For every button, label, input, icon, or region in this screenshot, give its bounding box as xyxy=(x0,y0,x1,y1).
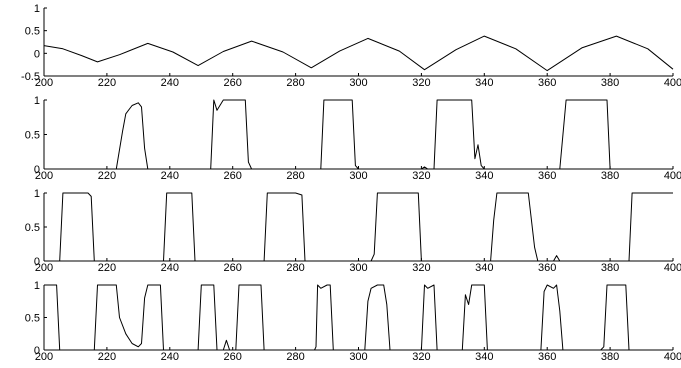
x-tick-label: 200 xyxy=(35,262,53,274)
x-tick-label: 360 xyxy=(538,170,556,182)
y-tick-label: 0.5 xyxy=(25,222,40,234)
y-tick-label: 0 xyxy=(34,164,40,176)
y-tick-label: 0 xyxy=(34,345,40,357)
subplot-3: 200 220 240 260 280 300 320 340 360 380 400 0 0.5 1 xyxy=(25,188,681,274)
x-tick-label: 260 xyxy=(224,77,242,89)
x-tick-label: 400 xyxy=(664,77,681,89)
x-tick-label: 300 xyxy=(349,170,367,182)
x-tick-label: 360 xyxy=(538,351,556,363)
x-tick-label: 320 xyxy=(412,262,430,274)
x-tick-label: 240 xyxy=(161,170,179,182)
x-tick-label: 320 xyxy=(412,351,430,363)
x-tick-label: 240 xyxy=(161,351,179,363)
series-line-2 xyxy=(44,99,673,170)
x-tick-label: 220 xyxy=(98,262,116,274)
x-tick-label: 400 xyxy=(664,170,681,182)
x-tick-label: 360 xyxy=(538,262,556,274)
y-tick-label: -0.5 xyxy=(21,71,40,83)
x-tick-label: 220 xyxy=(98,170,116,182)
y-tick-label: 0 xyxy=(34,48,40,60)
x-tick-label: 380 xyxy=(601,262,619,274)
subplot-4: 200 220 240 260 280 300 320 340 360 380 400 0 0.5 1 xyxy=(25,280,681,363)
series-line-4 xyxy=(44,284,673,351)
x-tick-label: 280 xyxy=(286,351,304,363)
y-tick-label: 0.5 xyxy=(25,313,40,325)
x-tick-label: 340 xyxy=(475,170,493,182)
x-tick-label: 240 xyxy=(161,262,179,274)
series-line-1 xyxy=(43,35,674,72)
y-tick-label: 1 xyxy=(34,280,40,292)
y-tick-label: 0 xyxy=(34,256,40,268)
x-tick-label: 400 xyxy=(664,351,681,363)
x-tick-label: 340 xyxy=(475,351,493,363)
series-line-3 xyxy=(44,192,673,262)
x-tick-label: 220 xyxy=(98,77,116,89)
subplot-2: 200 220 240 260 280 300 320 340 360 380 400 0 0.5 1 xyxy=(25,95,681,182)
x-tick-label: 400 xyxy=(664,262,681,274)
x-tick-label: 300 xyxy=(349,351,367,363)
x-tick-label: 220 xyxy=(98,351,116,363)
y-tick-label: 0.5 xyxy=(25,130,40,142)
x-tick-label: 280 xyxy=(286,77,304,89)
y-tick-label: 1 xyxy=(34,188,40,200)
x-tick-label: 280 xyxy=(286,262,304,274)
x-tick-label: 380 xyxy=(601,351,619,363)
x-tick-label: 380 xyxy=(601,170,619,182)
x-tick-label: 360 xyxy=(538,77,556,89)
x-tick-label: 260 xyxy=(224,170,242,182)
subplot-1: 200 220 240 260 280 300 320 340 360 380 400 -0.5 0 0.… xyxy=(21,3,681,89)
x-tick-label: 320 xyxy=(412,170,430,182)
x-tick-label: 200 xyxy=(35,351,53,363)
x-tick-label: 340 xyxy=(475,77,493,89)
x-tick-label: 300 xyxy=(349,77,367,89)
y-tick-label: 0.5 xyxy=(25,26,40,38)
x-tick-label: 320 xyxy=(412,77,430,89)
x-tick-label: 200 xyxy=(35,170,53,182)
x-tick-label: 200 xyxy=(35,77,53,89)
x-tick-label: 280 xyxy=(286,170,304,182)
y-tick-label: 1 xyxy=(34,3,40,15)
x-tick-label: 380 xyxy=(601,77,619,89)
x-tick-label: 260 xyxy=(224,262,242,274)
y-tick-label: 1 xyxy=(34,95,40,107)
x-tick-label: 300 xyxy=(349,262,367,274)
x-tick-label: 260 xyxy=(224,351,242,363)
x-tick-label: 240 xyxy=(161,77,179,89)
x-tick-label: 340 xyxy=(475,262,493,274)
